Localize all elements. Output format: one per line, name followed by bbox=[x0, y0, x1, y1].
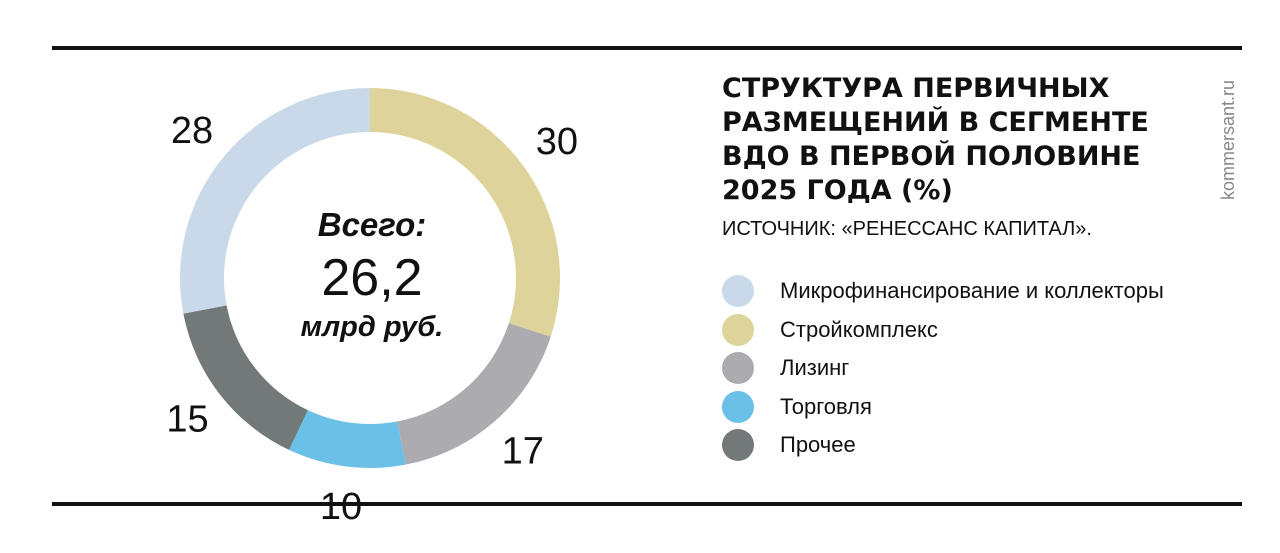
legend-swatch bbox=[722, 429, 754, 462]
chart-legend: Микрофинансирование и коллекторы Стройко… bbox=[722, 272, 1164, 465]
legend-item: Прочее bbox=[722, 426, 1164, 465]
legend-swatch bbox=[722, 313, 754, 346]
donut-slice bbox=[289, 410, 406, 469]
total-unit: млрд руб. bbox=[301, 311, 444, 343]
chart-source: ИСТОЧНИК: «РЕНЕССАНС КАПИТАЛ». bbox=[722, 218, 1092, 240]
legend-item: Торговля bbox=[722, 388, 1164, 427]
slice-value-label: 28 bbox=[171, 110, 213, 152]
chart-title: СТРУКТУРА ПЕРВИЧНЫХ РАЗМЕЩЕНИЙ В СЕГМЕНТ… bbox=[722, 73, 1149, 206]
legend-item: Стройкомплекс bbox=[722, 311, 1164, 350]
legend-swatch bbox=[722, 352, 754, 385]
brand-watermark: kommersant.ru bbox=[1218, 79, 1238, 200]
legend-label: Стройкомплекс bbox=[780, 316, 938, 342]
slice-value-label: 10 bbox=[320, 486, 362, 528]
legend-swatch bbox=[722, 390, 754, 423]
legend-item: Лизинг bbox=[722, 349, 1164, 388]
legend-label: Прочее bbox=[780, 432, 856, 458]
legend-label: Микрофинансирование и коллекторы bbox=[780, 278, 1164, 304]
donut-slice bbox=[370, 88, 560, 337]
slice-value-label: 17 bbox=[502, 430, 544, 472]
legend-item: Микрофинансирование и коллекторы bbox=[722, 272, 1164, 311]
slice-value-label: 15 bbox=[166, 399, 208, 441]
legend-swatch bbox=[722, 275, 754, 308]
total-value: 26,2 bbox=[321, 249, 422, 307]
donut-chart: 30 17 10 15 28 Всего: 26,2 млрд руб. bbox=[166, 88, 578, 528]
total-label: Всего: bbox=[318, 206, 426, 243]
bottom-rule bbox=[52, 502, 1242, 506]
legend-label: Лизинг bbox=[780, 355, 850, 381]
donut-slice bbox=[183, 305, 308, 450]
slice-value-label: 30 bbox=[536, 121, 578, 163]
top-rule bbox=[52, 46, 1242, 50]
donut-slice bbox=[179, 88, 370, 314]
legend-label: Торговля bbox=[780, 393, 872, 419]
donut-slice bbox=[397, 323, 551, 465]
